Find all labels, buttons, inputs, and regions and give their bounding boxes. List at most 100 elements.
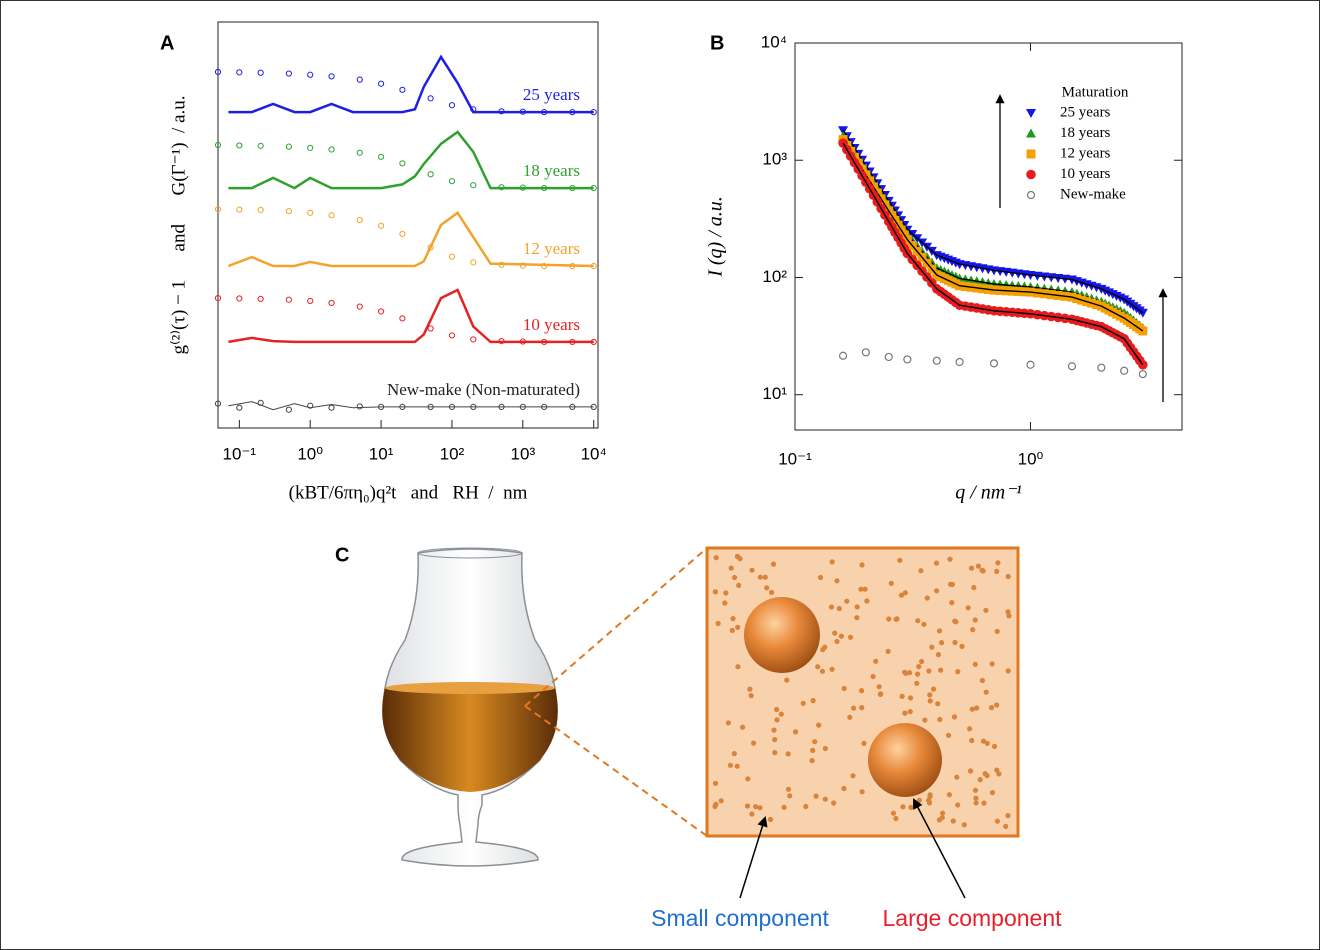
small-particle <box>962 822 967 827</box>
small-particle <box>763 575 768 580</box>
small-particle <box>844 599 849 604</box>
small-particle <box>740 725 745 730</box>
small-particle <box>1003 824 1008 829</box>
small-particle <box>850 773 855 778</box>
small-particle <box>782 805 787 810</box>
small-particle <box>940 811 945 816</box>
small-particle <box>954 775 959 780</box>
small-particle <box>917 798 922 803</box>
small-particle <box>893 816 898 821</box>
small-particle <box>989 705 994 710</box>
small-particle <box>952 619 957 624</box>
small-particle <box>918 568 923 573</box>
small-particle <box>801 701 806 706</box>
small-particle <box>823 746 828 751</box>
small-particle <box>877 684 882 689</box>
small-particle <box>758 575 763 580</box>
small-particle <box>837 606 842 611</box>
y-tick-label: 10⁴ <box>761 32 787 51</box>
small-particle <box>995 560 1000 565</box>
small-particle <box>841 786 846 791</box>
small-particle <box>914 681 919 686</box>
small-particle <box>803 804 808 809</box>
small-particle <box>973 796 978 801</box>
legend-label: New-make <box>1060 186 1126 202</box>
y-tick-label: 10³ <box>762 150 787 169</box>
small-particle <box>976 564 981 569</box>
point <box>1098 364 1105 371</box>
small-particle <box>934 588 939 593</box>
small-particle <box>851 706 856 711</box>
point <box>991 360 998 367</box>
small-particle <box>831 800 836 805</box>
series-label: 25 years <box>523 85 580 104</box>
small-particle <box>848 635 853 640</box>
small-particle <box>936 652 941 657</box>
point <box>1027 361 1034 368</box>
small-particle <box>980 678 985 683</box>
point <box>862 349 869 356</box>
x-tick-label: 10⁰ <box>297 444 323 463</box>
small-particle <box>994 702 999 707</box>
point <box>1068 363 1075 370</box>
small-label: Small component <box>651 905 829 931</box>
small-particle <box>934 561 939 566</box>
panel-label: C <box>335 544 349 566</box>
legend-label: 18 years <box>1060 125 1111 141</box>
small-particle <box>900 694 905 699</box>
small-particle <box>723 590 728 595</box>
small-particle <box>814 794 819 799</box>
small-particle <box>952 640 957 645</box>
small-particle <box>839 634 844 639</box>
small-particle <box>745 776 750 781</box>
small-particle <box>903 590 908 595</box>
small-particle <box>990 790 995 795</box>
small-particle <box>951 818 956 823</box>
small-particle <box>937 817 942 822</box>
point <box>956 359 963 366</box>
small-particle <box>915 618 920 623</box>
y-tick-label: 10¹ <box>762 384 787 403</box>
small-particle <box>939 640 944 645</box>
point <box>840 352 847 359</box>
small-particle <box>818 575 823 580</box>
small-particle <box>983 608 988 613</box>
small-particle <box>894 616 899 621</box>
small-particle <box>772 750 777 755</box>
small-particle <box>981 801 986 806</box>
page-frame <box>1 1 1320 950</box>
small-particle <box>811 698 816 703</box>
small-particle <box>1005 813 1010 818</box>
small-particle <box>854 615 859 620</box>
small-particle <box>926 668 931 673</box>
small-particle <box>834 578 839 583</box>
small-particle <box>969 566 974 571</box>
small-particle <box>820 669 825 674</box>
small-particle <box>735 764 740 769</box>
point <box>885 353 892 360</box>
x-tick-label: 10³ <box>511 444 536 463</box>
small-particle <box>928 698 933 703</box>
small-particle <box>859 705 864 710</box>
small-particle <box>974 800 979 805</box>
small-particle <box>873 659 878 664</box>
small-particle <box>714 555 719 560</box>
small-particle <box>900 804 905 809</box>
small-particle <box>722 600 727 605</box>
small-particle <box>716 621 721 626</box>
point <box>1138 360 1148 370</box>
legend-title: Maturation <box>1062 84 1129 100</box>
small-particle <box>908 805 913 810</box>
x-tick-label: 10⁴ <box>581 444 607 463</box>
small-particle <box>757 805 762 810</box>
small-particle <box>927 692 932 697</box>
small-particle <box>713 589 718 594</box>
small-particle <box>935 701 940 706</box>
x-tick-label: 10⁰ <box>1018 449 1044 468</box>
small-particle <box>753 804 758 809</box>
small-particle <box>981 739 986 744</box>
small-particle <box>713 781 718 786</box>
small-particle <box>749 568 754 573</box>
small-particle <box>735 625 740 630</box>
x-axis-label: q / nm⁻¹ <box>955 482 1022 504</box>
